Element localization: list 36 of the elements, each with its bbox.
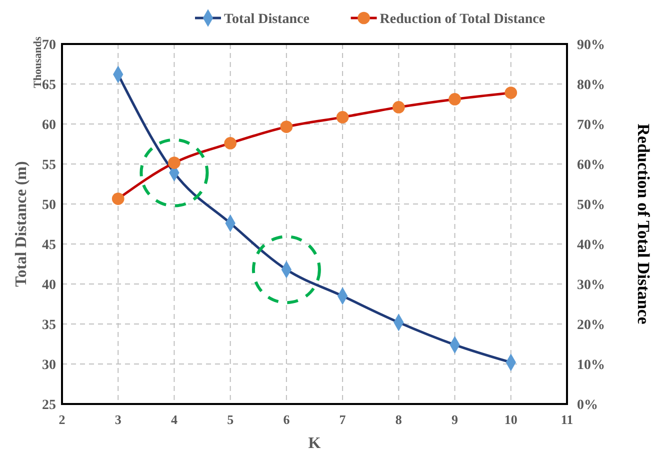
y-tick-label: 30: [42, 358, 56, 373]
legend-label: Reduction of Total Distance: [380, 12, 546, 27]
y-tick-label: 25: [42, 398, 56, 413]
y-tick-label: 60: [42, 118, 56, 133]
x-tick-label: 7: [339, 412, 346, 427]
x-tick-label: 4: [170, 412, 178, 427]
x-axis-title: K: [308, 435, 322, 452]
y-tick-label: 40: [42, 278, 56, 293]
y2-tick-label: 90%: [577, 38, 605, 53]
legend-label: Total Distance: [224, 12, 310, 27]
y2-tick-label: 0%: [577, 398, 598, 413]
x-tick-label: 9: [452, 412, 459, 427]
x-tick-label: 8: [395, 412, 402, 427]
y-axis-title: Total Distance (m): [13, 161, 30, 287]
y2-tick-label: 60%: [577, 158, 605, 173]
y2-tick-label: 10%: [577, 358, 605, 373]
y-tick-label: 65: [42, 78, 56, 93]
y2-tick-label: 40%: [577, 238, 605, 253]
y2-tick-label: 30%: [577, 278, 605, 293]
y2-tick-label: 70%: [577, 118, 605, 133]
text: Thousands: [32, 36, 44, 88]
x-tick-label: 11: [560, 412, 574, 427]
y2-tick-label: 50%: [577, 198, 605, 213]
x-tick-label: 2: [58, 412, 66, 427]
x-tick-label: 3: [114, 412, 122, 427]
y-tick-label: 55: [42, 158, 56, 173]
y2-axis-title: Reduction of Total Distance: [634, 124, 653, 325]
y-tick-label: 35: [42, 318, 56, 333]
y2-tick-label: 80%: [577, 78, 605, 93]
y-tick-label: 50: [42, 198, 56, 213]
y-tick-label: 45: [42, 238, 56, 253]
x-tick-label: 10: [504, 412, 518, 427]
y2-tick-label: 20%: [577, 318, 605, 333]
x-tick-label: 5: [227, 412, 234, 427]
x-tick-label: 6: [283, 412, 290, 427]
y-tick-label: 70: [42, 38, 56, 53]
